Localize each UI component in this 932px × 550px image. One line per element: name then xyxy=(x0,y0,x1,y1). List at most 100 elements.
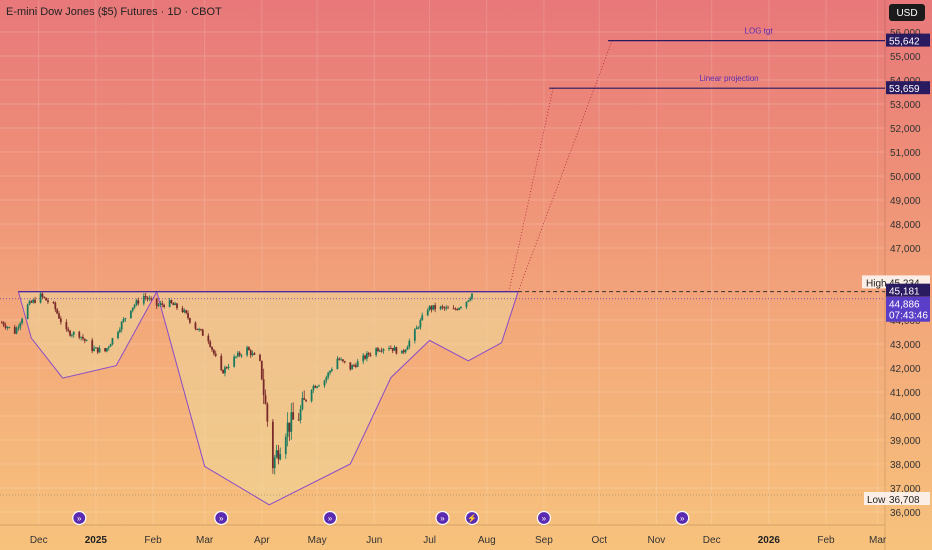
candle-body xyxy=(106,348,108,352)
candle-body xyxy=(367,353,370,355)
dividend-marker-icon[interactable] xyxy=(536,510,552,526)
candle-body xyxy=(428,306,431,311)
candle-body xyxy=(301,398,304,410)
y-tick-label: 41,000 xyxy=(890,388,921,399)
candle-body xyxy=(155,298,158,306)
dividend-marker-icon[interactable] xyxy=(72,510,87,526)
candle-body xyxy=(98,348,101,353)
candle-body xyxy=(452,308,455,310)
last-price-bg xyxy=(886,296,930,322)
candle-body xyxy=(303,398,306,400)
candle-body xyxy=(189,318,191,323)
candle-body xyxy=(299,409,302,421)
dividend-marker-icon[interactable] xyxy=(214,510,229,526)
candle-body xyxy=(408,340,411,347)
y-tick-label: 39,000 xyxy=(890,436,921,447)
candle-body xyxy=(4,325,7,328)
candle-body xyxy=(312,385,315,390)
projection-label: LOG tgt xyxy=(745,27,774,36)
candle-body xyxy=(194,322,197,329)
dividend-marker-icon[interactable] xyxy=(435,510,450,526)
candle-body xyxy=(471,293,473,299)
candle-body xyxy=(419,320,422,328)
candle-body xyxy=(52,302,55,304)
arrow-icon: » xyxy=(219,514,224,523)
candle-body xyxy=(124,318,127,320)
candle-body xyxy=(465,301,468,307)
candle-body xyxy=(273,457,276,469)
candle-body xyxy=(78,331,81,338)
y-tick-label: 53,000 xyxy=(890,100,921,111)
candle-body xyxy=(369,354,372,356)
candle-body xyxy=(354,365,357,367)
neckline-price-label-bg xyxy=(886,283,930,297)
candle-body xyxy=(71,334,73,336)
x-tick-label: Mar xyxy=(196,535,214,546)
candle-body xyxy=(30,301,33,303)
candle-body xyxy=(96,347,99,353)
candle-body xyxy=(235,356,237,358)
candle-body xyxy=(13,326,16,334)
candle-body xyxy=(91,340,94,351)
candle-body xyxy=(248,347,250,351)
candle-body xyxy=(389,348,392,350)
candle-body xyxy=(47,300,49,303)
candle-body xyxy=(45,297,47,301)
candle-body xyxy=(456,309,459,311)
candle-body xyxy=(117,332,119,339)
candle-body xyxy=(137,300,140,304)
candle-body xyxy=(297,419,300,421)
projection-path xyxy=(508,88,554,292)
candle-body xyxy=(329,370,331,373)
projection-label: Linear projection xyxy=(699,74,758,83)
candle-body xyxy=(159,303,162,305)
candle-body xyxy=(402,350,405,353)
candle-body xyxy=(430,306,433,310)
candle-body xyxy=(310,389,313,402)
candle-body xyxy=(288,422,291,432)
earnings-marker-icon[interactable] xyxy=(464,510,480,526)
x-tick-label: 2026 xyxy=(758,535,781,546)
candle-body xyxy=(209,341,212,347)
x-tick-label: 2025 xyxy=(85,535,108,546)
candle-body xyxy=(174,303,177,306)
candle-body xyxy=(415,327,418,330)
candle-body xyxy=(214,353,217,356)
candle-body xyxy=(406,346,409,350)
candle-body xyxy=(305,399,307,402)
log-tgt-price-label-bg xyxy=(886,33,930,47)
y-tick-label: 48,000 xyxy=(890,220,921,231)
lightning-icon: ⚡ xyxy=(467,513,477,523)
candle-body xyxy=(85,340,88,342)
event-markers[interactable]: » » » » ⚡ » » xyxy=(72,510,690,526)
candle-body xyxy=(236,352,239,357)
candle-body xyxy=(426,310,429,316)
candle-body xyxy=(325,377,328,381)
price-labels: 55,64253,659High45,23445,18144,88607:43:… xyxy=(862,33,930,506)
y-tick-label: 50,000 xyxy=(890,172,921,183)
candle-body xyxy=(238,352,241,356)
candle-body xyxy=(144,296,147,298)
candle-body xyxy=(349,362,352,370)
linear-price-label-bg xyxy=(886,81,930,95)
low-tag-bg xyxy=(864,492,886,506)
currency-button[interactable]: USD xyxy=(889,4,925,21)
candle-body xyxy=(94,347,97,349)
candle-body xyxy=(467,300,470,302)
arrow-icon: » xyxy=(680,514,685,523)
dividend-marker-icon[interactable] xyxy=(675,510,690,526)
candle-body xyxy=(28,301,31,305)
candle-body xyxy=(340,359,342,361)
log-tgt-price-label: 55,642 xyxy=(889,37,920,48)
candle-body xyxy=(157,304,160,306)
y-tick-label: 56,000 xyxy=(890,28,921,39)
x-tick-label: Feb xyxy=(817,535,835,546)
candle-body xyxy=(290,412,293,432)
candle-body xyxy=(432,305,435,310)
candle-body xyxy=(393,347,396,351)
dividend-marker-icon[interactable] xyxy=(322,510,338,526)
arrow-icon: » xyxy=(328,514,333,523)
candle-body xyxy=(377,348,379,352)
